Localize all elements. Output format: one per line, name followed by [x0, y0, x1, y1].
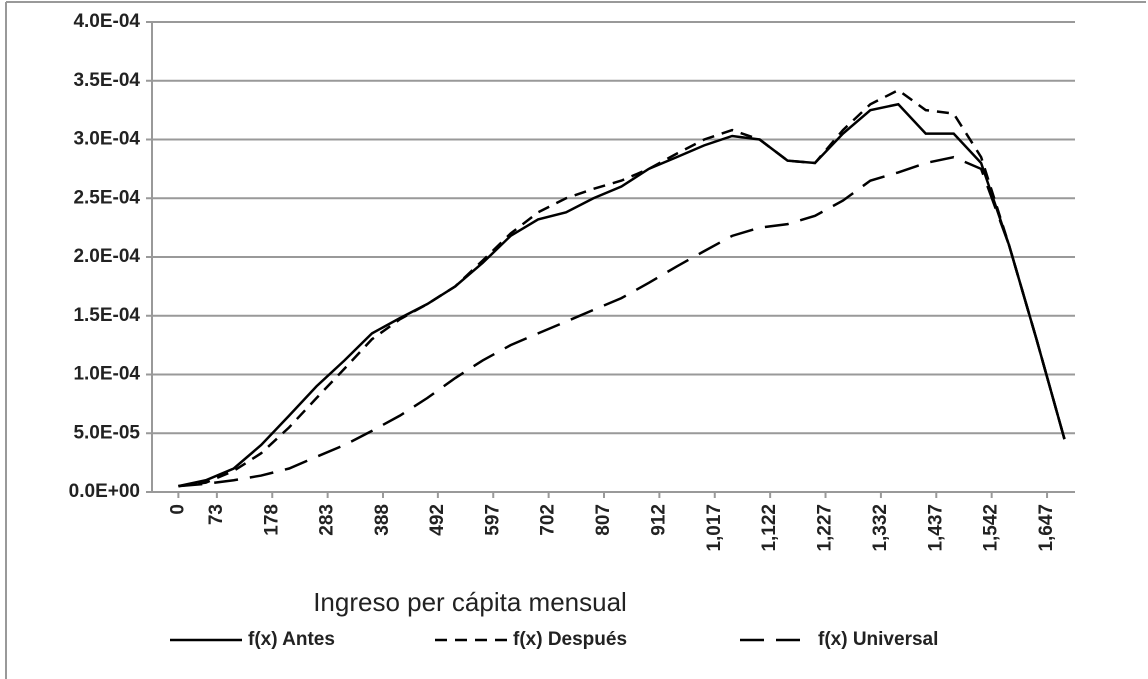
- series-line: [178, 88, 1066, 488]
- y-tick-label: 2.0E-04: [73, 246, 140, 267]
- x-tick-label: 1,332: [870, 504, 891, 552]
- x-tick-label: 807: [593, 504, 614, 536]
- x-tick-label: 0: [167, 504, 188, 515]
- x-tick-label: 1,437: [925, 504, 946, 552]
- y-tick-label: 0.0E+00: [69, 481, 140, 502]
- y-tick-label: 5.0E-05: [73, 422, 140, 443]
- series-line: [178, 102, 1066, 488]
- y-tick-label: 2.5E-04: [73, 187, 140, 208]
- x-tick-label: 597: [482, 504, 503, 536]
- x-tick-label: 73: [206, 504, 227, 525]
- legend-label: f(x) Antes: [248, 629, 335, 650]
- x-tick-label: 283: [317, 504, 338, 536]
- x-tick-label: 1,122: [759, 504, 780, 552]
- y-tick-label: 1.5E-04: [73, 305, 140, 326]
- x-tick-label: 1,542: [981, 504, 1002, 552]
- x-tick-label: 492: [427, 504, 448, 536]
- x-tick-label: 178: [261, 504, 282, 536]
- series-line: [178, 155, 1066, 488]
- x-tick-label: 1,647: [1036, 504, 1057, 552]
- legend-label: f(x) Universal: [818, 629, 938, 650]
- y-tick-label: 3.5E-04: [73, 70, 140, 91]
- x-axis-label: Ingreso per cápita mensual: [313, 587, 627, 617]
- x-tick-label: 1,017: [704, 504, 725, 552]
- x-tick-label: 1,227: [815, 504, 836, 552]
- y-tick-label: 1.0E-04: [73, 364, 140, 385]
- x-tick-label: 702: [538, 504, 559, 536]
- y-tick-label: 4.0E-04: [73, 11, 140, 32]
- x-tick-label: 912: [648, 504, 669, 536]
- legend-label: f(x) Después: [513, 629, 627, 650]
- y-tick-label: 3.0E-04: [73, 129, 140, 150]
- x-tick-label: 388: [372, 504, 393, 536]
